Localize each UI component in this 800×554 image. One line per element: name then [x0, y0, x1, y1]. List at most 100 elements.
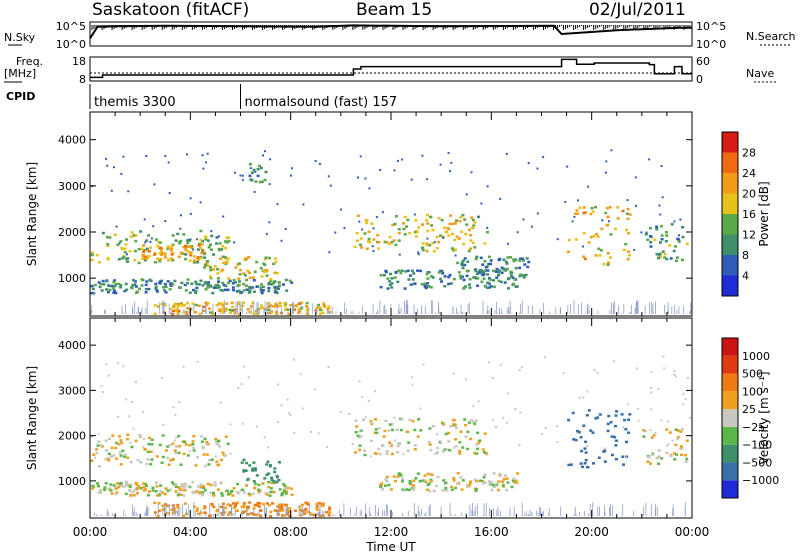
velocity-heatmap-cell: [175, 445, 178, 448]
nsky-tick-label: 10^5: [56, 20, 86, 33]
velocity-heatmap-cell: [139, 487, 143, 490]
power-heatmap-cell: [170, 253, 174, 256]
power-heatmap-cell: [98, 285, 102, 289]
power-scatter-cell: [604, 171, 607, 174]
power-heatmap-cell: [479, 268, 483, 272]
power-heatmap-cell: [609, 233, 613, 236]
power-heatmap-cell: [514, 258, 518, 261]
power-heatmap-cell: [521, 274, 525, 277]
velocity-heatmap-cell: [321, 514, 325, 517]
power-colorbar-segment: [722, 214, 738, 235]
power-colorbar-segment: [722, 255, 738, 276]
power-heatmap-cell: [210, 234, 214, 238]
power-heatmap-cell: [423, 284, 427, 288]
velocity-heatmap-cell: [650, 436, 654, 439]
power-heatmap-cell: [437, 216, 441, 220]
velocity-scatter-cell: [351, 443, 354, 445]
power-heatmap-cell: [480, 280, 484, 283]
power-heatmap-cell: [498, 257, 502, 261]
power-scatter-cell: [564, 201, 567, 203]
velocity-scatter-cell: [411, 376, 414, 379]
velocity-heatmap-cell: [182, 494, 186, 497]
power-heatmap-cell: [174, 303, 178, 306]
power-scatter-cell: [115, 225, 118, 228]
power-heatmap-cell: [397, 269, 401, 272]
power-y-tick-label: 1000: [58, 272, 86, 285]
velocity-heatmap-cell: [492, 483, 496, 487]
power-heatmap-cell: [194, 289, 198, 293]
power-heatmap-cell: [123, 289, 127, 293]
velocity-heatmap-cell: [151, 489, 155, 492]
power-heatmap-cell: [497, 279, 501, 283]
velocity-heatmap-cell: [473, 478, 477, 481]
power-heatmap-cell: [206, 283, 210, 287]
velocity-heatmap-cell: [216, 488, 220, 491]
velocity-heatmap-cell: [432, 424, 435, 428]
power-heatmap-cell: [106, 290, 110, 294]
velocity-heatmap-cell: [572, 438, 576, 441]
velocity-heatmap-cell: [627, 418, 631, 421]
power-heatmap-cell: [269, 283, 273, 286]
power-heatmap-cell: [574, 212, 578, 215]
velocity-heatmap-cell: [181, 440, 185, 443]
power-heatmap-cell: [379, 273, 383, 277]
velocity-heatmap-cell: [432, 489, 436, 493]
velocity-heatmap-cell: [124, 492, 128, 496]
power-heatmap-cell: [221, 268, 225, 272]
power-heatmap-cell: [417, 226, 421, 229]
velocity-scatter-cell: [162, 423, 165, 426]
velocity-scatter-cell: [102, 391, 104, 394]
power-heatmap-cell: [133, 249, 137, 253]
power-scatter-cell: [290, 174, 292, 177]
velocity-heatmap-cell: [183, 485, 187, 488]
power-heatmap-cell: [275, 272, 279, 275]
power-heatmap-cell: [209, 268, 213, 272]
power-heatmap-cell: [392, 239, 396, 242]
power-heatmap-cell: [413, 231, 417, 234]
velocity-heatmap-cell: [466, 430, 470, 434]
power-heatmap-cell: [141, 254, 145, 257]
power-heatmap-cell: [106, 257, 110, 260]
nsearch-tick-label: 10^0: [696, 38, 726, 51]
power-heatmap-cell: [267, 281, 271, 285]
velocity-scatter-cell: [129, 441, 132, 444]
velocity-heatmap-cell: [161, 504, 165, 507]
velocity-heatmap-cell: [267, 485, 271, 489]
power-heatmap-cell: [200, 251, 204, 255]
velocity-heatmap-cell: [215, 513, 219, 517]
velocity-heatmap-cell: [142, 486, 146, 489]
power-heatmap-cell: [322, 302, 326, 305]
velocity-heatmap-cell: [416, 435, 420, 438]
power-heatmap-cell: [124, 282, 128, 286]
velocity-scatter-cell: [339, 410, 342, 413]
velocity-heatmap-cell: [591, 431, 595, 434]
power-heatmap-cell: [681, 235, 685, 239]
velocity-heatmap-cell: [109, 455, 113, 458]
power-heatmap-cell: [475, 255, 479, 259]
velocity-heatmap-cell: [91, 487, 95, 490]
velocity-heatmap-cell: [625, 440, 628, 444]
power-heatmap-cell: [455, 235, 459, 238]
power-heatmap-cell: [421, 248, 425, 252]
power-heatmap-cell: [444, 230, 448, 233]
velocity-heatmap-cell: [97, 484, 100, 488]
power-heatmap-cell: [132, 234, 136, 237]
power-heatmap-cell: [388, 283, 392, 287]
power-heatmap-cell: [245, 288, 249, 291]
power-scatter-cell: [361, 228, 364, 231]
velocity-heatmap-cell: [255, 474, 259, 477]
nave-label: Nave: [746, 67, 775, 80]
power-heatmap-cell: [194, 291, 198, 295]
velocity-heatmap-cell: [182, 514, 186, 518]
power-heatmap-cell: [665, 257, 669, 261]
power-scatter-cell: [499, 197, 502, 200]
power-heatmap-cell: [578, 206, 582, 209]
velocity-heatmap-cell: [248, 464, 252, 467]
power-heatmap-cell: [221, 304, 225, 307]
power-heatmap-cell: [199, 229, 203, 233]
power-heatmap-cell: [519, 273, 523, 276]
velocity-scatter-cell: [419, 407, 422, 410]
velocity-heatmap-cell: [167, 463, 171, 466]
velocity-heatmap-cell: [363, 449, 367, 452]
power-heatmap-cell: [140, 284, 144, 287]
